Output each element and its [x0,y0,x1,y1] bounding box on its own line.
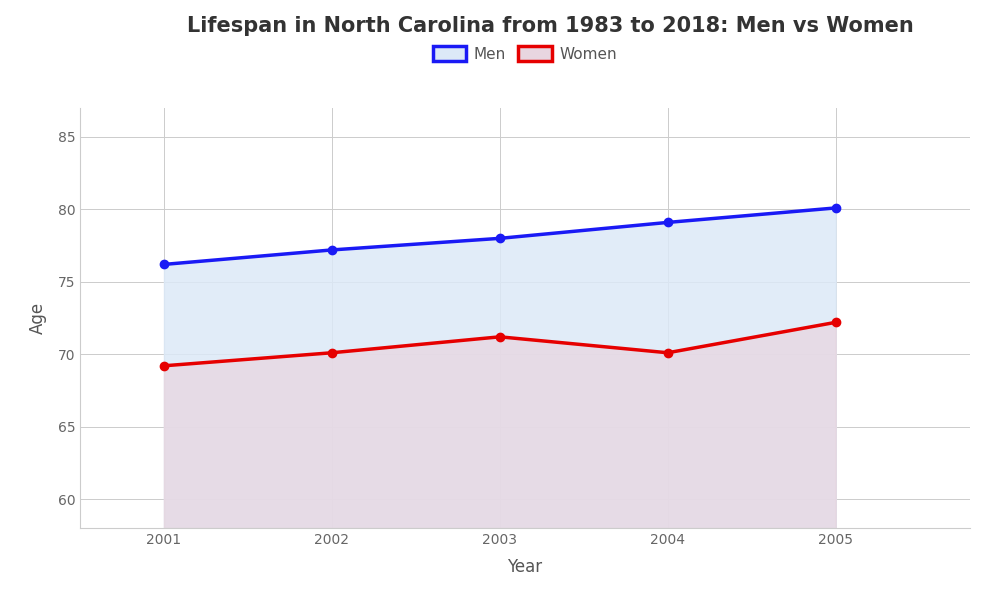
Text: Lifespan in North Carolina from 1983 to 2018: Men vs Women: Lifespan in North Carolina from 1983 to … [187,16,914,35]
Legend: Men, Women: Men, Women [427,40,623,68]
Y-axis label: Age: Age [28,302,46,334]
X-axis label: Year: Year [507,558,543,576]
